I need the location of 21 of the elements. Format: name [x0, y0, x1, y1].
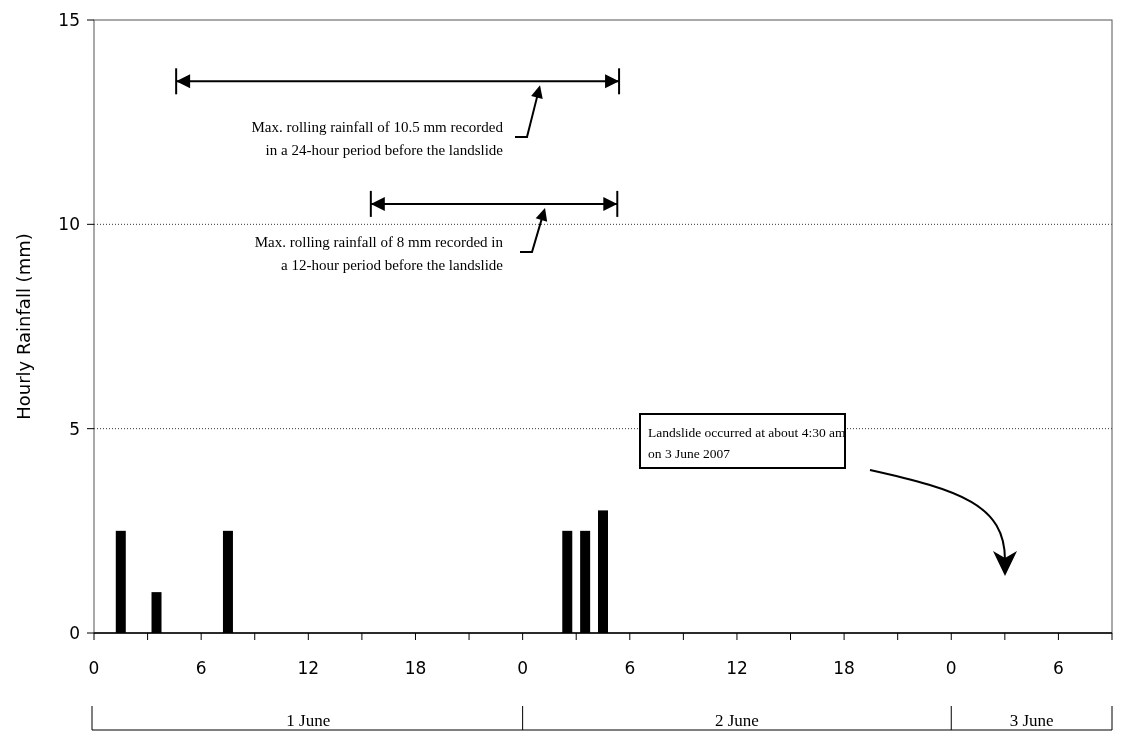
- annotation: Max. rolling rainfall of 10.5 mm recorded in a 24-hour period before the landslide: [251, 119, 504, 158]
- y-tick-label: 15: [58, 10, 80, 30]
- x-tick-label: 12: [726, 658, 748, 678]
- y-axis-title: Hourly Rainfall (mm): [13, 233, 34, 420]
- text: 1 June: [286, 711, 331, 730]
- text: 2 June: [714, 711, 759, 730]
- x-tick-label: 0: [88, 658, 100, 678]
- x-tick-label: 18: [833, 658, 855, 678]
- x-tick-label: 0: [517, 658, 529, 678]
- x-tick-label: 6: [1053, 658, 1064, 678]
- x-tick-label: 18: [404, 658, 427, 678]
- x-tick-label: 6: [624, 658, 636, 678]
- x-tick-label: 0: [945, 658, 957, 678]
- y-tick-label: 0: [69, 623, 80, 643]
- text: 3 June: [1009, 711, 1054, 730]
- x-tick-label: 6: [195, 658, 207, 678]
- y-tick-label: 10: [58, 214, 80, 235]
- annotation: Landslide occurred at about 4:30 am on 3 June 2007: [648, 425, 847, 461]
- y-tick-label: 5: [69, 418, 80, 439]
- annotation: Max. rolling rainfall of 8 mm recorded in a 12-hour period before the landslide: [254, 234, 504, 273]
- x-tick-label: 12: [297, 658, 320, 678]
